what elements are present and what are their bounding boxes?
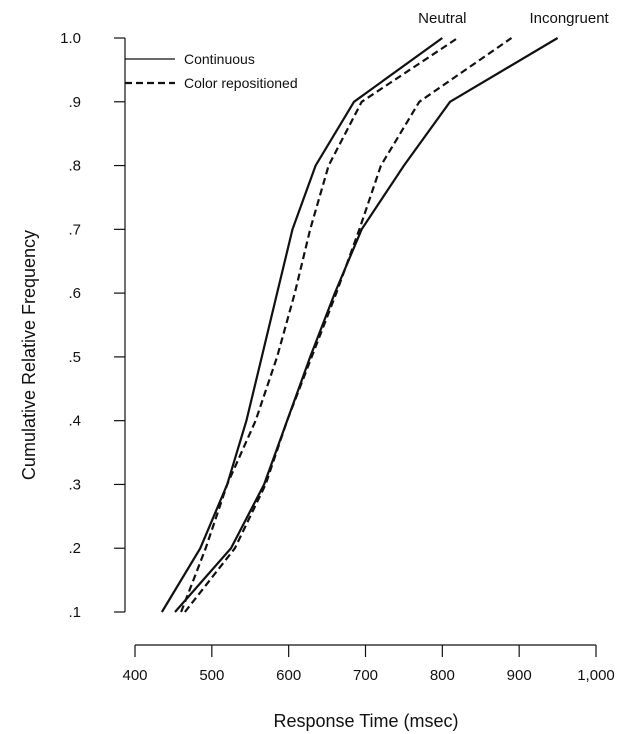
x-tick-label: 600 (276, 667, 301, 684)
series-line-neutral-solid (160, 37, 443, 613)
x-tick-label: 700 (353, 667, 378, 684)
y-tick-label: .4 (68, 413, 81, 430)
series-line-neutral-dashed (180, 37, 459, 613)
y-tick-label: .2 (68, 540, 81, 557)
legend-label: Continuous (184, 51, 255, 67)
annotations: Neutral Incongruent (418, 10, 609, 27)
x-tick-label: 900 (507, 667, 532, 684)
x-tick-label: 1,000 (577, 667, 615, 684)
legend-label: Color repositioned (184, 75, 298, 91)
x-axis-title: Response Time (msec) (273, 711, 458, 731)
y-axis-title: Cumulative Relative Frequency (19, 230, 39, 480)
x-tick-label: 500 (199, 667, 224, 684)
y-tick-label: .1 (68, 604, 81, 621)
y-tick-label: .9 (68, 94, 81, 111)
y-tick-label: 1.0 (60, 30, 81, 47)
y-tick-label: .6 (68, 285, 81, 302)
annotation-neutral: Neutral (418, 10, 466, 27)
series-group (160, 37, 559, 613)
series-line-incongruent-dashed (184, 37, 513, 613)
x-tick-label: 400 (122, 667, 147, 684)
y-tick-label: .8 (68, 158, 81, 175)
x-axis: 400 500 600 700 800 900 1,000 (122, 644, 615, 684)
x-tick-label: 800 (430, 667, 455, 684)
legend: Continuous Color repositioned (125, 51, 298, 91)
annotation-incongruent: Incongruent (529, 10, 609, 27)
y-tick-label: .7 (68, 221, 81, 238)
series-line-incongruent-solid (174, 37, 559, 613)
y-axis: .1 .2 .3 .4 .5 .6 .7 .8 .9 1.0 (60, 30, 126, 621)
y-tick-label: .5 (68, 349, 81, 366)
y-tick-label: .3 (68, 476, 81, 493)
